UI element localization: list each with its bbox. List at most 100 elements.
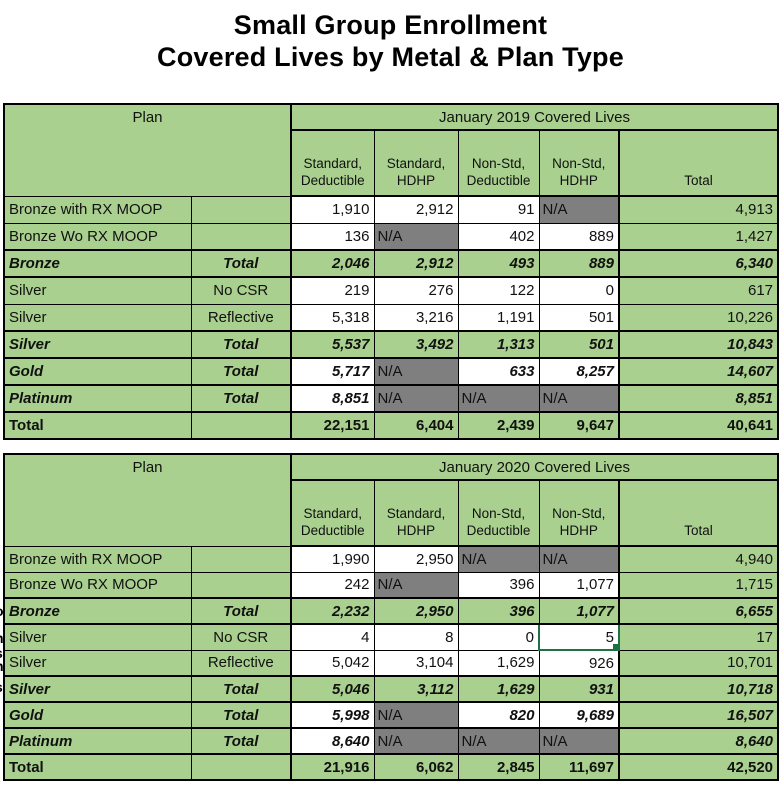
sub-plan-cell[interactable] xyxy=(190,411,292,440)
column-header[interactable]: Total xyxy=(617,129,779,197)
sub-plan-cell[interactable]: Total xyxy=(190,597,292,625)
value-cell[interactable]: 931 xyxy=(538,675,620,703)
value-cell[interactable]: 2,950 xyxy=(373,597,459,625)
sub-plan-cell[interactable]: Reflective xyxy=(190,649,292,677)
value-cell[interactable]: 1,077 xyxy=(538,571,620,599)
selected-value-cell[interactable]: 5 xyxy=(538,623,620,651)
value-cell[interactable]: 889 xyxy=(538,249,620,278)
plan-column-header[interactable]: Plan xyxy=(3,453,292,547)
value-cell[interactable]: 22,151 xyxy=(290,411,375,440)
value-cell[interactable]: 21,916 xyxy=(290,753,375,781)
na-cell[interactable]: N/A xyxy=(538,384,620,413)
total-value-cell[interactable]: 8,640 xyxy=(617,727,779,755)
column-header[interactable]: Standard, HDHP xyxy=(373,129,459,197)
value-cell[interactable]: 633 xyxy=(457,357,540,386)
sub-plan-cell[interactable] xyxy=(190,753,292,781)
value-cell[interactable]: 9,689 xyxy=(538,701,620,729)
na-cell[interactable]: N/A xyxy=(457,384,540,413)
value-cell[interactable]: 11,697 xyxy=(538,753,620,781)
value-cell[interactable]: 5,318 xyxy=(290,303,375,332)
total-value-cell[interactable]: 17 xyxy=(617,623,779,651)
column-header[interactable]: Standard, HDHP xyxy=(373,479,459,547)
plan-cell[interactable]: Bronze xyxy=(3,597,192,625)
total-value-cell[interactable]: 16,507 xyxy=(617,701,779,729)
value-cell[interactable]: 926 xyxy=(538,649,620,677)
plan-column-header[interactable]: Plan xyxy=(3,103,292,197)
total-value-cell[interactable]: 4,940 xyxy=(617,545,779,573)
plan-cell[interactable]: Bronze Wo RX MOOP xyxy=(3,571,192,599)
plan-cell[interactable]: Platinum xyxy=(3,384,192,413)
column-header[interactable]: Non-Std, Deductible xyxy=(457,479,540,547)
sub-plan-cell[interactable]: Total xyxy=(190,701,292,729)
value-cell[interactable]: 122 xyxy=(457,276,540,305)
value-cell[interactable]: 3,112 xyxy=(373,675,459,703)
total-value-cell[interactable]: 42,520 xyxy=(617,753,779,781)
value-cell[interactable]: 1,990 xyxy=(290,545,375,573)
period-header[interactable]: January 2020 Covered Lives xyxy=(289,453,779,481)
value-cell[interactable]: 2,950 xyxy=(373,545,459,573)
column-header[interactable]: Standard, Deductible xyxy=(290,479,375,547)
plan-cell[interactable]: Total xyxy=(3,411,192,440)
na-cell[interactable]: N/A xyxy=(538,727,620,755)
total-value-cell[interactable]: 4,913 xyxy=(617,195,779,224)
value-cell[interactable]: 8 xyxy=(373,623,459,651)
value-cell[interactable]: 6,404 xyxy=(373,411,459,440)
value-cell[interactable]: 91 xyxy=(457,195,540,224)
na-cell[interactable]: N/A xyxy=(373,357,459,386)
na-cell[interactable]: N/A xyxy=(457,545,540,573)
value-cell[interactable]: 1,313 xyxy=(457,330,540,359)
value-cell[interactable]: 0 xyxy=(457,623,540,651)
value-cell[interactable]: 276 xyxy=(373,276,459,305)
total-value-cell[interactable]: 14,607 xyxy=(617,357,779,386)
sub-plan-cell[interactable]: Total xyxy=(190,384,292,413)
na-cell[interactable]: N/A xyxy=(373,222,459,251)
total-value-cell[interactable]: 617 xyxy=(617,276,779,305)
value-cell[interactable]: 8,851 xyxy=(290,384,375,413)
value-cell[interactable]: 2,046 xyxy=(290,249,375,278)
plan-cell[interactable]: Silver xyxy=(3,649,192,677)
column-header[interactable]: Non-Std, Deductible xyxy=(457,129,540,197)
plan-cell[interactable]: Gold xyxy=(3,701,192,729)
value-cell[interactable]: 493 xyxy=(457,249,540,278)
value-cell[interactable]: 6,062 xyxy=(373,753,459,781)
sub-plan-cell[interactable] xyxy=(190,222,292,251)
value-cell[interactable]: 8,640 xyxy=(290,727,375,755)
sub-plan-cell[interactable]: Total xyxy=(190,357,292,386)
value-cell[interactable]: 1,191 xyxy=(457,303,540,332)
plan-cell[interactable]: Bronze Wo RX MOOP xyxy=(3,222,192,251)
plan-cell[interactable]: Silver xyxy=(3,675,192,703)
value-cell[interactable]: 0 xyxy=(538,276,620,305)
value-cell[interactable]: 396 xyxy=(457,571,540,599)
value-cell[interactable]: 2,845 xyxy=(457,753,540,781)
column-header[interactable]: Non-Std, HDHP xyxy=(538,479,620,547)
na-cell[interactable]: N/A xyxy=(538,545,620,573)
total-value-cell[interactable]: 10,718 xyxy=(617,675,779,703)
sub-plan-cell[interactable]: Total xyxy=(190,727,292,755)
total-value-cell[interactable]: 10,843 xyxy=(617,330,779,359)
sub-plan-cell[interactable]: Total xyxy=(190,675,292,703)
na-cell[interactable]: N/A xyxy=(373,727,459,755)
value-cell[interactable]: 4 xyxy=(290,623,375,651)
total-value-cell[interactable]: 10,226 xyxy=(617,303,779,332)
value-cell[interactable]: 8,257 xyxy=(538,357,620,386)
plan-cell[interactable]: Gold xyxy=(3,357,192,386)
total-value-cell[interactable]: 40,641 xyxy=(617,411,779,440)
plan-cell[interactable]: Bronze with RX MOOP xyxy=(3,195,192,224)
value-cell[interactable]: 1,910 xyxy=(290,195,375,224)
value-cell[interactable]: 9,647 xyxy=(538,411,620,440)
value-cell[interactable]: 3,216 xyxy=(373,303,459,332)
na-cell[interactable]: N/A xyxy=(538,195,620,224)
sub-plan-cell[interactable] xyxy=(190,195,292,224)
total-value-cell[interactable]: 8,851 xyxy=(617,384,779,413)
value-cell[interactable]: 501 xyxy=(538,303,620,332)
total-value-cell[interactable]: 1,427 xyxy=(617,222,779,251)
value-cell[interactable]: 396 xyxy=(457,597,540,625)
na-cell[interactable]: N/A xyxy=(373,384,459,413)
plan-cell[interactable]: Platinum xyxy=(3,727,192,755)
value-cell[interactable]: 1,629 xyxy=(457,675,540,703)
value-cell[interactable]: 1,629 xyxy=(457,649,540,677)
sub-plan-cell[interactable]: Total xyxy=(190,330,292,359)
column-header[interactable]: Standard, Deductible xyxy=(290,129,375,197)
value-cell[interactable]: 820 xyxy=(457,701,540,729)
value-cell[interactable]: 2,439 xyxy=(457,411,540,440)
